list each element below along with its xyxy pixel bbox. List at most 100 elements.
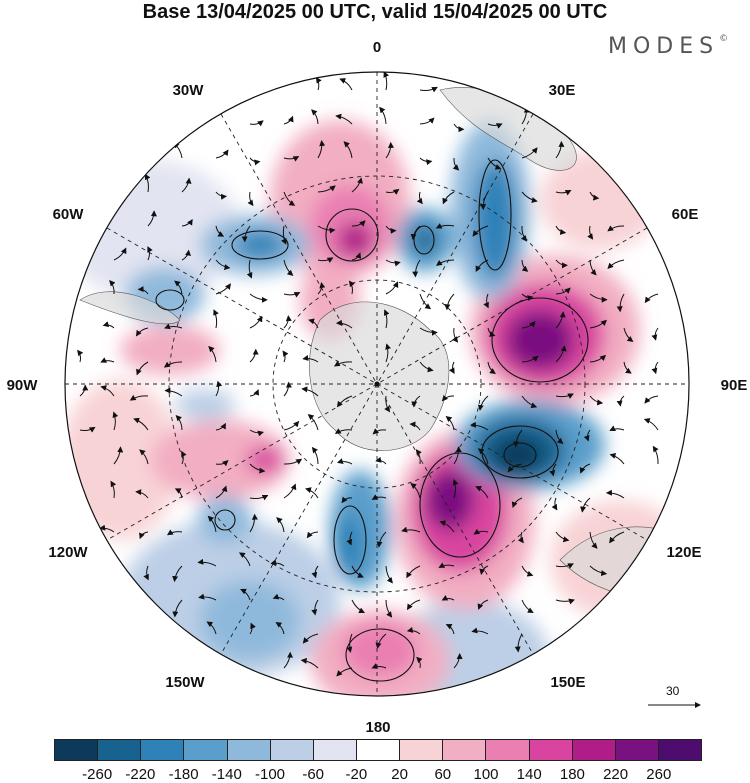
wind-vector bbox=[302, 355, 319, 363]
wind-vector bbox=[249, 622, 256, 635]
lon-label-120w: 120W bbox=[48, 544, 88, 561]
wind-vector bbox=[644, 395, 659, 404]
wind-vector bbox=[300, 657, 319, 669]
wind-vector bbox=[623, 327, 634, 343]
wind-vector bbox=[246, 259, 253, 279]
wind-vector bbox=[406, 599, 421, 611]
wind-vector bbox=[521, 321, 536, 329]
colorbar-segment bbox=[486, 740, 530, 760]
wind-vector bbox=[346, 633, 353, 653]
lon-label-60e: 60E bbox=[672, 206, 699, 223]
wind-vector bbox=[283, 259, 294, 276]
wind-vector bbox=[521, 191, 538, 203]
lon-label-180: 180 bbox=[365, 719, 390, 736]
wind-vector bbox=[623, 361, 632, 374]
wind-vector bbox=[521, 395, 538, 409]
wind-vector bbox=[385, 259, 401, 267]
colorbar-segment bbox=[356, 740, 401, 760]
wind-vector bbox=[136, 361, 149, 376]
wind-vector bbox=[311, 565, 319, 579]
wind-vector bbox=[100, 357, 115, 363]
wind-vector bbox=[198, 593, 217, 601]
wind-vector bbox=[137, 286, 149, 295]
colorbar-segment bbox=[98, 740, 142, 760]
wind-vector bbox=[651, 361, 659, 375]
wind-vector bbox=[441, 595, 455, 601]
wind-vector bbox=[372, 428, 387, 435]
colorbar-segment bbox=[443, 740, 487, 760]
wind-vector bbox=[411, 395, 421, 408]
wind-vector bbox=[79, 384, 89, 397]
wind-vector bbox=[335, 113, 353, 125]
colorbar-tick-label: 60 bbox=[434, 766, 452, 783]
wind-vector bbox=[514, 633, 523, 653]
wind-vector bbox=[438, 562, 455, 568]
wind-vector bbox=[215, 259, 231, 271]
wind-vector bbox=[305, 487, 319, 499]
lon-label-90w: 90W bbox=[7, 377, 39, 394]
wind-vector bbox=[311, 599, 319, 616]
wind-vector bbox=[589, 259, 597, 276]
wind-vector bbox=[587, 225, 594, 240]
wind-vector bbox=[147, 246, 153, 261]
wind-vector bbox=[317, 282, 326, 295]
wind-vector bbox=[249, 463, 266, 474]
wind-vector bbox=[580, 497, 591, 513]
wind-vector bbox=[249, 348, 259, 363]
wind-vector bbox=[240, 588, 251, 601]
wind-vector bbox=[406, 626, 421, 635]
wind-vector bbox=[409, 421, 421, 431]
wind-vector bbox=[79, 426, 96, 433]
wind-vector bbox=[551, 497, 558, 511]
lon-label-30w: 30W bbox=[173, 82, 205, 99]
wind-vector bbox=[607, 259, 625, 270]
wind-vector bbox=[215, 460, 229, 467]
wind-vector bbox=[174, 280, 183, 295]
wind-vector bbox=[238, 552, 251, 567]
wind-vector bbox=[589, 565, 608, 577]
wind-vector bbox=[644, 293, 659, 304]
colorbar-segment bbox=[270, 740, 314, 760]
wind-vector bbox=[166, 529, 183, 536]
wind-vector bbox=[419, 327, 438, 336]
wind-vector bbox=[249, 293, 268, 303]
wind-vector bbox=[512, 429, 523, 448]
wind-vector bbox=[335, 319, 353, 329]
wind-vector bbox=[477, 395, 489, 411]
wind-vector bbox=[435, 259, 455, 266]
wind-vector bbox=[375, 633, 387, 649]
wind-vector bbox=[555, 429, 564, 445]
wind-vector bbox=[472, 225, 489, 237]
wind-vector bbox=[410, 482, 421, 499]
wind-vector bbox=[521, 147, 538, 159]
wind-vector bbox=[579, 463, 591, 474]
colorbar-segment bbox=[55, 740, 99, 760]
colorbar-tick-label: 100 bbox=[473, 766, 499, 783]
wind-vector bbox=[385, 281, 399, 295]
wind-vector bbox=[410, 225, 421, 241]
wind-vector bbox=[249, 389, 259, 397]
wind-vector bbox=[475, 485, 489, 499]
wind-vector bbox=[275, 621, 285, 635]
colorbar-tick-label: 260 bbox=[646, 766, 672, 783]
wind-vector bbox=[441, 394, 455, 402]
wind-vector bbox=[480, 191, 489, 211]
wind-vector bbox=[181, 450, 187, 465]
wind-vector bbox=[99, 524, 115, 533]
colorbar-segment bbox=[400, 740, 444, 760]
wind-vector bbox=[385, 343, 392, 363]
wind-vector bbox=[385, 141, 394, 159]
wind-vector bbox=[333, 360, 353, 367]
logo-mark: © bbox=[719, 34, 729, 44]
wind-vector bbox=[555, 598, 575, 605]
wind-vector bbox=[479, 565, 489, 575]
wind-vector bbox=[302, 633, 319, 644]
wind-vector bbox=[555, 287, 571, 295]
wind-vector bbox=[605, 489, 625, 499]
wind-vector bbox=[555, 311, 566, 329]
wind-vector bbox=[452, 327, 459, 343]
wind-vector bbox=[651, 327, 659, 341]
wind-vector bbox=[555, 225, 567, 235]
wind-vector bbox=[346, 531, 353, 546]
